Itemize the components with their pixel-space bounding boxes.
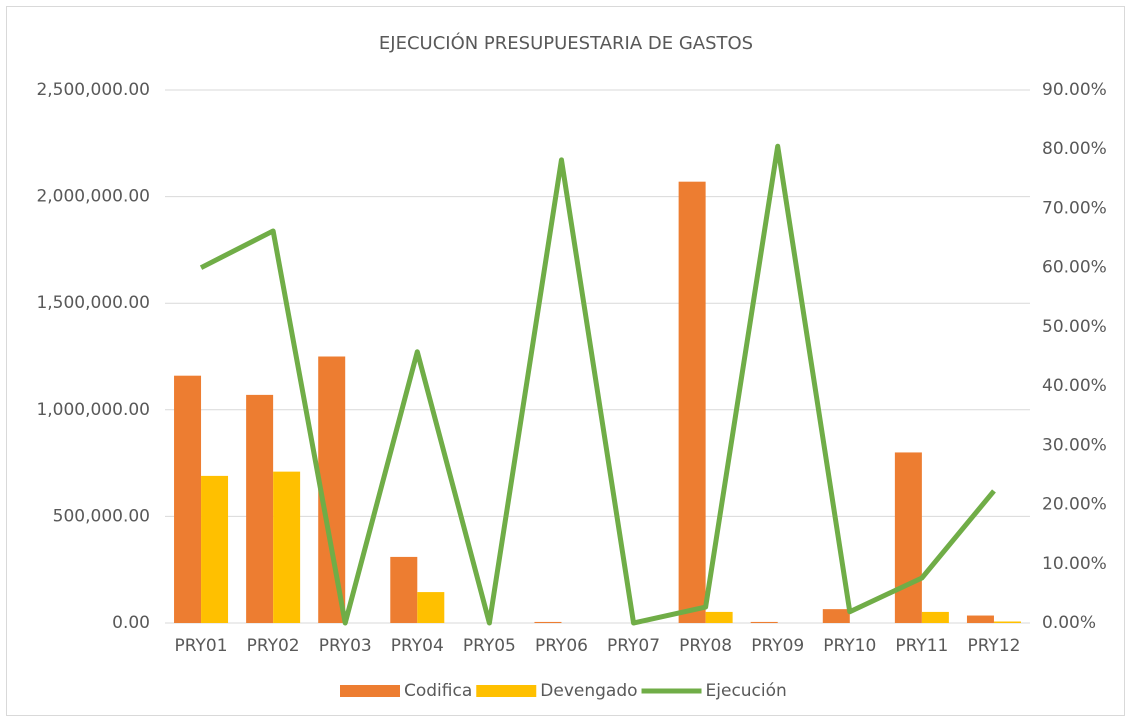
y2-tick-label: 90.00% [1042, 80, 1107, 100]
bar [417, 592, 445, 623]
bar [966, 615, 994, 623]
x-tick-label: PRY02 [247, 636, 300, 656]
bar [822, 609, 850, 623]
bar [993, 621, 1021, 623]
y2-tick-label: 50.00% [1042, 317, 1107, 337]
legend-label: Devengado [540, 681, 637, 701]
bar [678, 181, 706, 623]
bar [921, 611, 949, 623]
x-tick-label: PRY05 [463, 636, 516, 656]
x-tick-label: PRY11 [895, 636, 948, 656]
y-tick-label: 500,000.00 [53, 506, 150, 526]
x-tick-label: PRY04 [391, 636, 444, 656]
y2-tick-label: 0.00% [1042, 613, 1096, 633]
bar [273, 471, 301, 623]
x-tick-label: PRY03 [319, 636, 372, 656]
bar [246, 394, 274, 623]
bar [534, 621, 562, 623]
bar [174, 375, 202, 623]
y-tick-label: 1,000,000.00 [36, 400, 150, 420]
y2-tick-label: 40.00% [1042, 376, 1107, 396]
y2-tick-label: 80.00% [1042, 139, 1107, 159]
legend-swatch [340, 685, 400, 697]
y2-tick-label: 10.00% [1042, 554, 1107, 574]
y-tick-label: 1,500,000.00 [36, 293, 150, 313]
y2-tick-label: 30.00% [1042, 435, 1107, 455]
legend-label: Codifica [404, 681, 472, 701]
bar [705, 611, 733, 623]
bar [201, 475, 229, 623]
line [199, 143, 996, 626]
x-tick-label: PRY06 [535, 636, 588, 656]
x-tick-label: PRY07 [607, 636, 660, 656]
y2-tick-label: 70.00% [1042, 198, 1107, 218]
x-tick-label: PRY08 [679, 636, 732, 656]
y-tick-label: 2,000,000.00 [36, 187, 150, 207]
x-tick-label: PRY12 [967, 636, 1020, 656]
chart-title: EJECUCIÓN PRESUPUESTARIA DE GASTOS [379, 32, 753, 54]
legend-label: Ejecución [706, 681, 787, 701]
bar [390, 556, 418, 623]
y-tick-label: 2,500,000.00 [36, 80, 150, 100]
bar [894, 452, 922, 623]
y2-tick-label: 20.00% [1042, 495, 1107, 515]
y-tick-label: 0.00 [112, 613, 150, 633]
x-tick-label: PRY10 [823, 636, 876, 656]
legend-swatch [476, 685, 537, 697]
x-tick-label: PRY09 [751, 636, 804, 656]
x-tick-label: PRY01 [175, 636, 228, 656]
bar [750, 621, 778, 623]
y2-tick-label: 60.00% [1042, 258, 1107, 278]
